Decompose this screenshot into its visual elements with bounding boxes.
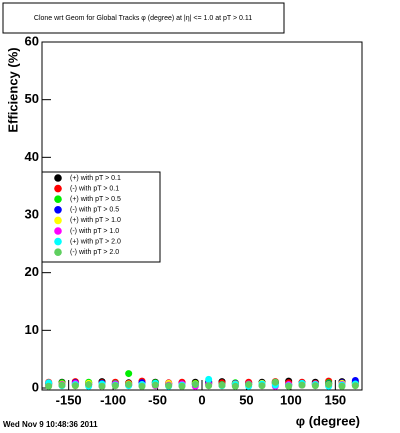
y-tick-label: 10 <box>25 322 39 337</box>
legend-label: (-) with pT > 0.1 <box>70 185 119 192</box>
x-tick-label: -50 <box>148 392 167 407</box>
legend-marker <box>54 237 62 246</box>
point <box>338 382 346 390</box>
legend-label: (-) with pT > 2.0 <box>70 249 119 256</box>
point <box>71 382 79 390</box>
legend-marker <box>54 195 62 203</box>
point <box>151 381 159 389</box>
point <box>298 381 306 389</box>
legend-marker <box>54 174 62 182</box>
point <box>191 381 199 389</box>
x-tick-label: -100 <box>100 392 126 407</box>
legend-label: (+) with pT > 0.5 <box>70 196 121 203</box>
point <box>45 382 53 390</box>
legend-label: (-) with pT > 0.5 <box>70 207 119 214</box>
point <box>325 381 333 389</box>
point <box>98 382 106 390</box>
y-tick-label: 60 <box>25 33 39 48</box>
legend-label: (-) with pT > 1.0 <box>70 228 119 235</box>
point <box>231 382 239 390</box>
y-tick-label: 0 <box>32 379 39 394</box>
y-tick-label: 40 <box>25 149 39 164</box>
point <box>218 381 226 389</box>
legend-marker <box>54 206 62 214</box>
point <box>125 381 133 389</box>
point <box>245 381 253 389</box>
legend-marker <box>54 227 62 235</box>
x-tick-label: 50 <box>239 392 253 407</box>
chart-title: Clone wrt Geom for Global Tracks φ (degr… <box>34 15 252 22</box>
x-tick-label: 0 <box>198 392 205 407</box>
point <box>258 382 266 390</box>
legend-box <box>41 171 161 263</box>
point <box>111 382 119 390</box>
y-axis-label: Efficiency (%) <box>5 47 20 132</box>
title-box <box>2 2 285 34</box>
point <box>125 370 133 378</box>
legend-marker <box>54 216 62 225</box>
legend-label: (+) with pT > 2.0 <box>70 238 121 245</box>
legend-label: (+) with pT > 0.1 <box>70 175 121 182</box>
point <box>165 382 173 390</box>
point <box>178 382 186 390</box>
footer: Wed Nov 9 10:48:36 2011 <box>3 420 98 429</box>
point <box>138 382 146 390</box>
legend-label: (+) with pT > 1.0 <box>70 217 121 224</box>
y-tick-label: 30 <box>25 206 39 221</box>
x-tick-label: -150 <box>56 392 82 407</box>
x-tick-label: 100 <box>280 392 302 407</box>
legend-marker <box>54 248 62 256</box>
y-tick-label: 20 <box>25 264 39 279</box>
point <box>205 375 213 383</box>
point <box>351 382 359 390</box>
point <box>285 382 293 390</box>
legend-marker <box>54 184 62 193</box>
x-axis-label: φ (degree) <box>296 413 360 428</box>
point <box>271 378 279 386</box>
x-tick-label: 150 <box>324 392 346 407</box>
point <box>85 381 93 389</box>
point <box>205 382 213 390</box>
point <box>58 381 66 389</box>
point <box>311 382 319 390</box>
y-tick-label: 50 <box>25 91 39 106</box>
